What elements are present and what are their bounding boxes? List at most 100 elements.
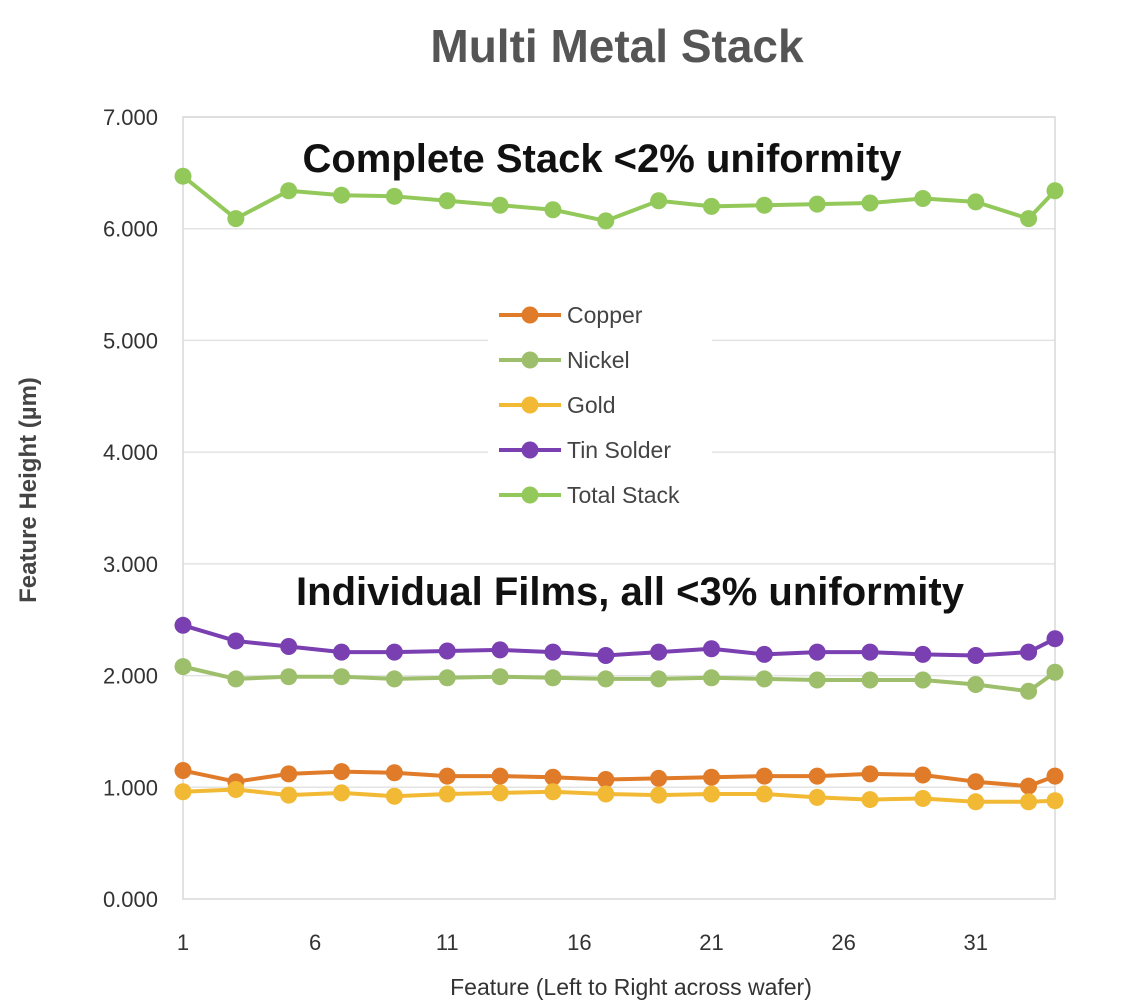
- y-tick-label: 5.000: [103, 328, 158, 353]
- y-tick-labels: 0.000 1.000 2.000 3.000 4.000 5.000 6.000 7.000: [103, 105, 158, 912]
- data-point: [174, 616, 192, 634]
- data-point: [1046, 792, 1064, 810]
- data-point: [650, 769, 668, 787]
- y-tick-label: 6.000: [103, 217, 158, 242]
- data-point: [755, 670, 773, 688]
- y-tick-label: 2.000: [103, 664, 158, 689]
- legend-item: Total Stack: [499, 482, 680, 508]
- x-tick-label: 31: [963, 930, 987, 955]
- data-point: [914, 645, 932, 663]
- data-point: [808, 195, 826, 213]
- series-total-stack: [174, 167, 1064, 230]
- data-point: [385, 643, 403, 661]
- data-point: [385, 187, 403, 205]
- data-point: [280, 786, 298, 804]
- data-point: [174, 762, 192, 780]
- data-point: [227, 210, 245, 228]
- legend-swatch-marker: [521, 486, 539, 504]
- series-line: [182, 768, 1056, 789]
- legend-swatch-marker: [521, 351, 539, 369]
- data-point: [702, 768, 720, 786]
- legend-item: Gold: [499, 392, 616, 418]
- plot-frame: [182, 116, 1056, 900]
- data-point: [280, 765, 298, 783]
- data-point: [597, 770, 615, 788]
- data-point: [227, 781, 245, 799]
- x-tick-label: 16: [567, 930, 591, 955]
- data-point: [967, 773, 985, 791]
- data-point: [227, 632, 245, 650]
- series-gold: [174, 781, 1064, 811]
- data-point: [1020, 793, 1038, 811]
- legend-item: Copper: [499, 302, 643, 328]
- data-point: [755, 767, 773, 785]
- data-point: [438, 642, 456, 660]
- data-point: [1020, 777, 1038, 795]
- series-nickel: [174, 658, 1064, 700]
- legend-swatch-marker: [521, 396, 539, 414]
- x-tick-labels: 1 6 11 16 21 26 31: [177, 930, 988, 955]
- legend-label: Gold: [567, 392, 616, 418]
- data-point: [597, 670, 615, 688]
- data-point: [491, 196, 509, 214]
- legend-swatch-marker: [521, 306, 539, 324]
- series-line: [182, 623, 1056, 658]
- data-point: [385, 764, 403, 782]
- x-tick-label: 26: [831, 930, 855, 955]
- data-point: [702, 785, 720, 803]
- data-point: [755, 785, 773, 803]
- data-point: [174, 658, 192, 676]
- data-point: [755, 645, 773, 663]
- data-point: [808, 767, 826, 785]
- data-point: [491, 668, 509, 686]
- x-axis-label: Feature (Left to Right across wafer): [450, 974, 812, 1000]
- y-tick-label: 3.000: [103, 552, 158, 577]
- data-point: [438, 785, 456, 803]
- data-point: [702, 197, 720, 215]
- data-point: [702, 640, 720, 658]
- data-point: [702, 669, 720, 687]
- data-point: [650, 670, 668, 688]
- data-point: [333, 668, 351, 686]
- data-point: [914, 190, 932, 208]
- data-point: [861, 791, 879, 809]
- data-point: [280, 638, 298, 656]
- data-point: [650, 786, 668, 804]
- data-point: [808, 643, 826, 661]
- legend-label: Tin Solder: [567, 437, 671, 463]
- legend-label: Total Stack: [567, 482, 680, 508]
- legend: Copper Nickel Gold Tin Solder Total Stack: [488, 290, 712, 518]
- y-axis-label: Feature Height (µm): [15, 377, 42, 603]
- series-line: [181, 174, 1057, 223]
- data-point: [650, 192, 668, 210]
- data-point: [280, 182, 298, 200]
- chart-title: Multi Metal Stack: [430, 20, 804, 72]
- annotation-complete-stack: Complete Stack <2% uniformity: [302, 137, 902, 181]
- data-point: [385, 670, 403, 688]
- data-point: [544, 643, 562, 661]
- data-point: [174, 783, 192, 801]
- data-point: [174, 167, 192, 185]
- data-point: [227, 670, 245, 688]
- data-point: [333, 643, 351, 661]
- data-point: [491, 641, 509, 659]
- data-point: [1046, 630, 1064, 648]
- data-point: [755, 196, 773, 214]
- data-point: [967, 193, 985, 211]
- data-point: [544, 783, 562, 801]
- data-point: [1020, 682, 1038, 700]
- data-point: [967, 646, 985, 664]
- series-copper: [174, 762, 1064, 795]
- series-line: [182, 787, 1056, 804]
- data-point: [544, 768, 562, 786]
- data-point: [491, 784, 509, 802]
- data-point: [861, 194, 879, 212]
- annotation-individual-films: Individual Films, all <3% uniformity: [296, 570, 965, 614]
- data-point: [861, 765, 879, 783]
- data-point: [808, 671, 826, 689]
- data-point: [914, 671, 932, 689]
- data-point: [438, 767, 456, 785]
- x-tick-label: 1: [177, 930, 189, 955]
- data-point: [861, 671, 879, 689]
